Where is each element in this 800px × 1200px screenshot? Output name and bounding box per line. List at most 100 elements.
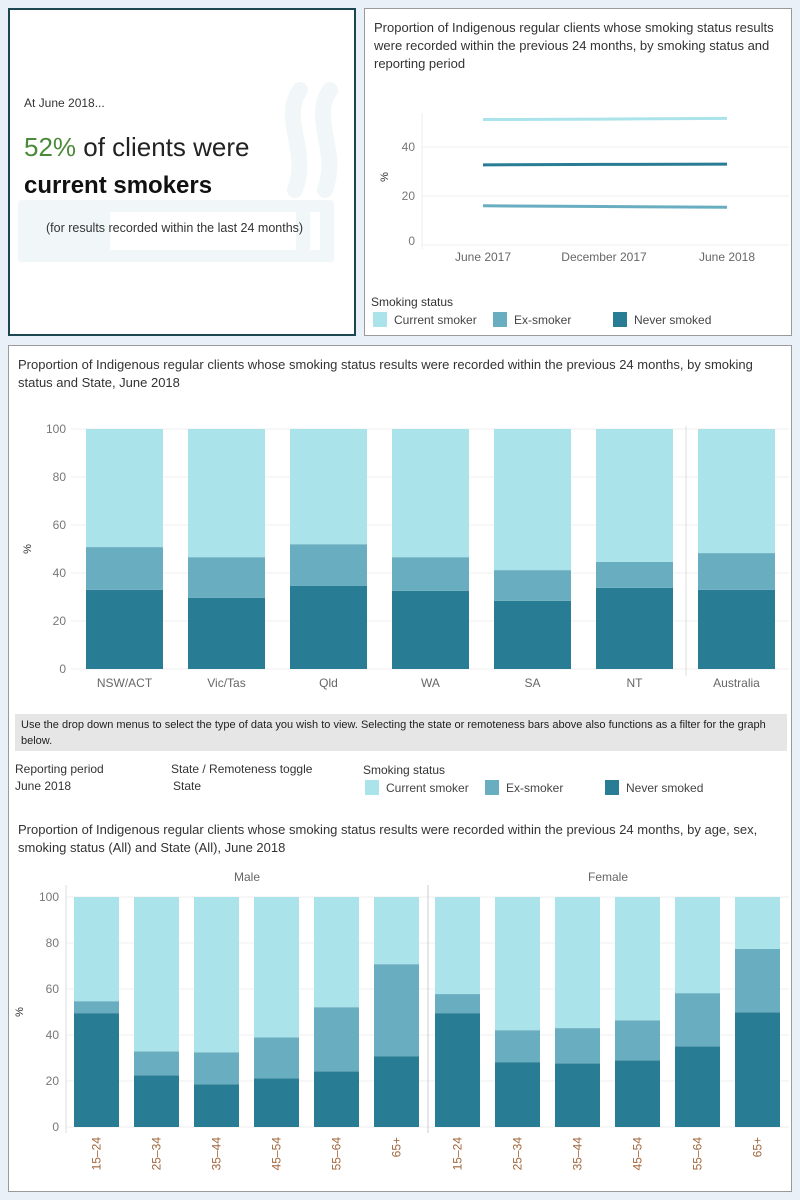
line-series-current-smoker[interactable] [482, 116, 728, 122]
x-tick-label: 65+ [751, 1137, 765, 1157]
bar-segment-never-smoked[interactable] [134, 1075, 179, 1127]
bar-segment-never-smoked[interactable] [698, 589, 775, 669]
bar-segment-current-smoker[interactable] [188, 429, 265, 558]
bar-segment-current-smoker[interactable] [615, 897, 660, 1021]
y-tick-label: 60 [46, 982, 60, 996]
x-tick-label: 15–24 [90, 1137, 104, 1171]
bar-segment-current-smoker[interactable] [134, 897, 179, 1052]
instructions-box: Use the drop down menus to select the ty… [15, 714, 787, 751]
bar-segment-never-smoked[interactable] [615, 1060, 660, 1127]
line-chart[interactable]: 0 20 40% June 2017 December 2017 June 2018 [365, 9, 791, 335]
bar-segment-current-smoker[interactable] [494, 429, 571, 571]
state-remoteness-toggle-label: State / Remoteness toggle [171, 762, 313, 776]
bar-segment-never-smoked[interactable] [435, 1013, 480, 1127]
bar-segment-ex-smoker[interactable] [290, 544, 367, 586]
bar-segment-ex-smoker[interactable] [435, 994, 480, 1014]
bar-segment-current-smoker[interactable] [596, 429, 673, 562]
bar-segment-ex-smoker[interactable] [392, 557, 469, 591]
bar-segment-ex-smoker[interactable] [615, 1020, 660, 1061]
line-series-never-smoked[interactable] [482, 162, 728, 167]
x-tick-label: 25–34 [511, 1137, 525, 1171]
x-tick-label: 25–34 [150, 1137, 164, 1171]
bar-segment-never-smoked[interactable] [555, 1063, 600, 1127]
legend-label: Ex-smoker [514, 312, 572, 327]
bar-segment-never-smoked[interactable] [188, 597, 265, 669]
bar-segment-ex-smoker[interactable] [374, 964, 419, 1057]
legend-item-ex-smoker[interactable]: Ex-smoker [485, 780, 563, 795]
bar-segment-never-smoked[interactable] [74, 1013, 119, 1127]
bar-segment-ex-smoker[interactable] [596, 561, 673, 588]
legend-label: Never smoked [634, 312, 712, 327]
bar-segment-ex-smoker[interactable] [254, 1037, 299, 1079]
x-tick-label: 35–44 [210, 1137, 224, 1171]
bar-segment-current-smoker[interactable] [698, 429, 775, 554]
bar-segment-ex-smoker[interactable] [495, 1030, 540, 1063]
bar-segment-current-smoker[interactable] [735, 897, 780, 949]
bar-segment-ex-smoker[interactable] [74, 1001, 119, 1014]
legend-swatch [605, 780, 619, 795]
bar-segment-ex-smoker[interactable] [494, 570, 571, 601]
age-sex-chart-title: Proportion of Indigenous regular clients… [18, 822, 758, 855]
legend-swatch [485, 780, 499, 795]
cigarette-smoke-icon [18, 82, 338, 262]
bar-segment-current-smoker[interactable] [314, 897, 359, 1008]
x-tick-label: NT [627, 676, 644, 690]
legend-swatch [493, 312, 507, 327]
bar-segment-ex-smoker[interactable] [735, 948, 780, 1013]
legend-item-never-smoked[interactable]: Never smoked [605, 780, 703, 795]
bar-segment-never-smoked[interactable] [675, 1046, 720, 1127]
y-tick-label: 20 [53, 614, 67, 628]
bar-segment-ex-smoker[interactable] [194, 1052, 239, 1085]
bar-segment-never-smoked[interactable] [290, 585, 367, 669]
x-tick-label: 15–24 [451, 1137, 465, 1171]
bar-segment-never-smoked[interactable] [374, 1056, 419, 1127]
bar-segment-ex-smoker[interactable] [314, 1007, 359, 1072]
bar-segment-never-smoked[interactable] [392, 590, 469, 669]
y-axis-label: % [379, 172, 391, 182]
bar-segment-current-smoker[interactable] [254, 897, 299, 1038]
legend-item-current-smoker[interactable]: Current smoker [365, 780, 469, 795]
bar-segment-never-smoked[interactable] [596, 587, 673, 669]
bar-segment-ex-smoker[interactable] [188, 557, 265, 598]
x-tick-label: 45–54 [270, 1137, 284, 1171]
line-chart-panel: Proportion of Indigenous regular clients… [364, 8, 792, 336]
bar-segment-ex-smoker[interactable] [134, 1051, 179, 1076]
bar-segment-current-smoker[interactable] [555, 897, 600, 1029]
bar-segment-current-smoker[interactable] [392, 429, 469, 558]
bar-segment-current-smoker[interactable] [194, 897, 239, 1053]
bar-segment-current-smoker[interactable] [290, 429, 367, 545]
bar-segment-current-smoker[interactable] [374, 897, 419, 965]
bar-segment-ex-smoker[interactable] [86, 547, 163, 590]
bar-segment-current-smoker[interactable] [675, 897, 720, 994]
bar-segment-never-smoked[interactable] [494, 600, 571, 669]
bar-segment-never-smoked[interactable] [254, 1078, 299, 1127]
reporting-period-dropdown[interactable]: June 2018 [15, 779, 72, 793]
bar-segment-current-smoker[interactable] [74, 897, 119, 1002]
y-tick-label: 0 [52, 1120, 59, 1134]
bar-segment-never-smoked[interactable] [86, 589, 163, 669]
y-axis-label: % [22, 544, 34, 554]
x-tick-label: June 2017 [455, 250, 511, 264]
legend-item-ex-smoker[interactable]: Ex-smoker [493, 312, 571, 327]
bar-segment-current-smoker[interactable] [435, 897, 480, 995]
y-tick-label: 20 [402, 189, 416, 203]
bar-segment-never-smoked[interactable] [194, 1084, 239, 1127]
legend-item-current-smoker[interactable]: Current smoker [373, 312, 477, 327]
line-chart-title: Proportion of Indigenous regular clients… [374, 20, 774, 71]
line-series-ex-smoker[interactable] [482, 204, 728, 209]
bar-segment-ex-smoker[interactable] [555, 1028, 600, 1064]
age-sex-bar-chart[interactable]: 0 20 40 60 80 100% Male 15–24 25–34 35–44 45–54 55–… [9, 861, 791, 1191]
bar-segment-current-smoker[interactable] [86, 429, 163, 548]
state-bar-chart[interactable]: 0 20 40 60 80 100% NSW/ACT Vic/Tas Qld WA SA NT Aust… [9, 346, 791, 706]
bar-segment-never-smoked[interactable] [735, 1012, 780, 1127]
bar-segment-current-smoker[interactable] [495, 897, 540, 1031]
bar-segment-ex-smoker[interactable] [675, 993, 720, 1047]
legend-label: Ex-smoker [506, 780, 564, 795]
x-tick-label: Qld [319, 676, 338, 690]
bar-segment-ex-smoker[interactable] [698, 553, 775, 590]
legend-item-never-smoked[interactable]: Never smoked [613, 312, 711, 327]
panel-label-female: Female [588, 870, 628, 884]
bar-segment-never-smoked[interactable] [314, 1071, 359, 1127]
state-remoteness-toggle-dropdown[interactable]: State [173, 779, 202, 793]
bar-segment-never-smoked[interactable] [495, 1062, 540, 1127]
